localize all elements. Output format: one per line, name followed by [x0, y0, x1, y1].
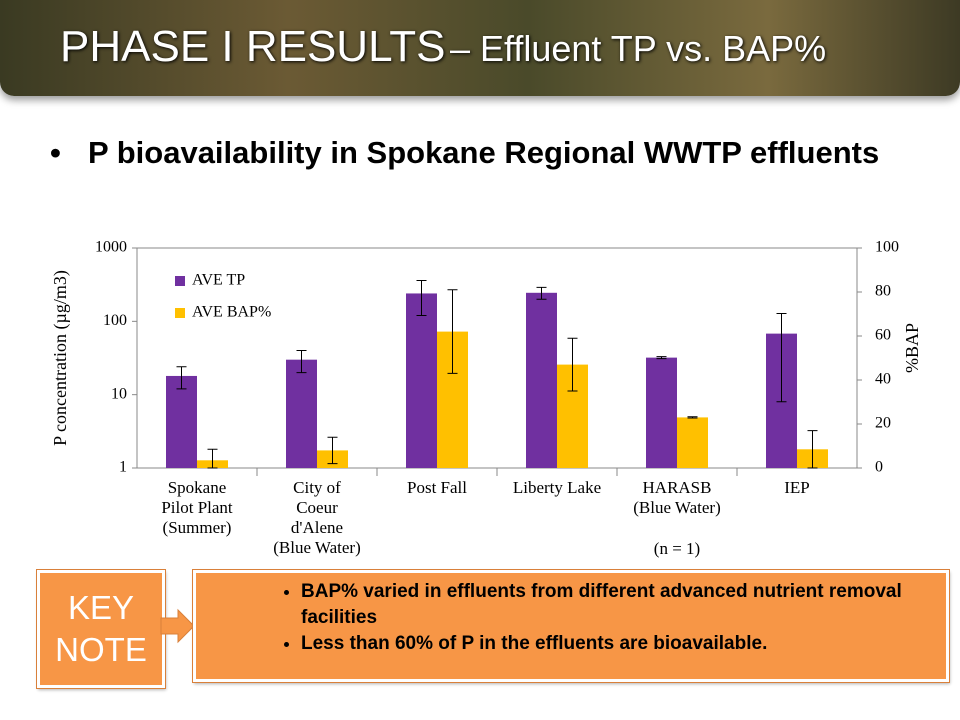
bar: [526, 292, 557, 468]
x-label-box: Spokane Pilot Plant (Summer): [161, 478, 233, 537]
x-label-box: Post Fall: [407, 478, 467, 497]
y-tick-label: 10: [111, 385, 127, 402]
error-bar: [687, 416, 698, 419]
error-bar: [567, 337, 578, 392]
y-tick-label: 1: [119, 459, 127, 476]
banner: [0, 0, 960, 96]
error-bar: [207, 448, 218, 469]
x-tick-label: HARASB (Blue Water): [633, 478, 721, 517]
legend-label: AVE BAP%: [192, 304, 271, 321]
y-tick-label: 100: [103, 312, 127, 329]
error-bar: [447, 289, 458, 374]
x-tick-label: Liberty Lake: [512, 478, 602, 497]
error-bar: [327, 436, 338, 465]
note: BAP% varied in effluents from different …: [301, 579, 946, 631]
bar: [286, 359, 317, 468]
y2-tick-label: 100: [875, 239, 899, 256]
x-tick-label: City of Coeur d'Alene (Blue Water): [273, 478, 361, 557]
legend-swatch: [175, 308, 185, 318]
bar: [677, 417, 708, 468]
x-label-box: City of Coeur d'Alene (Blue Water): [273, 478, 361, 557]
notes-box: BAP% varied in effluents from different …: [192, 569, 950, 683]
error-bar: [416, 280, 427, 317]
x-tick-label: Post Fall: [407, 478, 467, 497]
slide-title: PHASE I RESULTS – Effluent TP vs. BAP%: [60, 22, 826, 72]
error-bar: [296, 350, 307, 374]
x-label-box: IEP: [784, 478, 810, 497]
legend-swatch: [175, 276, 185, 286]
error-bar: [176, 366, 187, 390]
x-label-box: HARASB (Blue Water): [633, 478, 721, 517]
bullet: P bioavailability in Spokane Regional WW…: [50, 132, 918, 174]
y-axis-label: P concentration (µg/m3): [50, 270, 71, 446]
bar: [406, 293, 437, 468]
y2-axis-label: %BAP: [902, 323, 922, 373]
legend-label: AVE TP: [192, 272, 245, 289]
y2-tick-label: 60: [875, 327, 891, 344]
y2-tick-label: 40: [875, 371, 891, 388]
bar: [646, 357, 677, 468]
y-tick-label: 1000: [95, 239, 127, 256]
bar: [166, 375, 197, 468]
y2-tick-label: 20: [875, 415, 891, 432]
y2-tick-label: 80: [875, 283, 891, 300]
y2-tick-label: 0: [875, 459, 883, 476]
notes-list: BAP% varied in effluents from different …: [196, 579, 946, 657]
note: Less than 60% of P in the effluents are …: [301, 631, 946, 657]
error-bar: [807, 430, 818, 469]
x-tick-label: Spokane Pilot Plant (Summer): [161, 478, 233, 537]
key-note: KEY NOTE: [36, 569, 166, 689]
error-bar: [776, 312, 787, 403]
annotation: (n = 1): [654, 539, 700, 558]
error-bar: [536, 286, 547, 300]
key-note-text: KEY NOTE: [55, 589, 147, 668]
x-tick-label: IEP: [784, 478, 810, 497]
title-suffix: – Effluent TP vs. BAP%: [449, 28, 827, 69]
title-main: PHASE I RESULTS: [60, 22, 446, 71]
x-label-box: Liberty Lake: [512, 478, 602, 497]
error-bar: [656, 356, 667, 360]
